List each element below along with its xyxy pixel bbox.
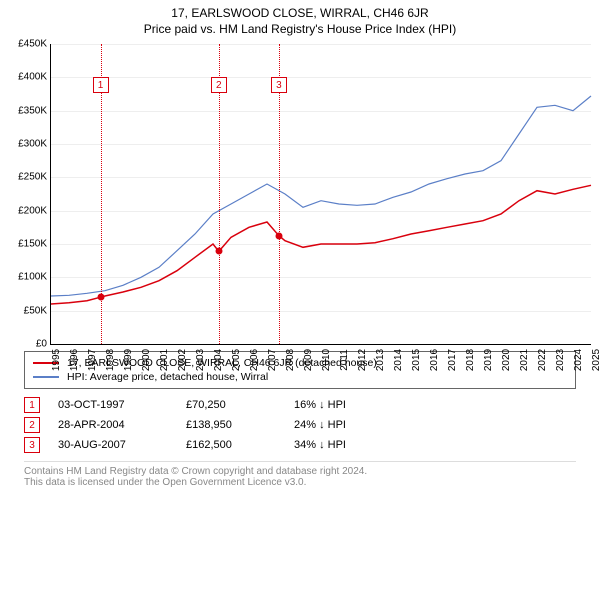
x-axis-label: 2003 xyxy=(195,349,206,371)
sale-date: 28-APR-2004 xyxy=(58,419,168,431)
event-marker-icon: 2 xyxy=(211,77,227,93)
x-axis-label: 2000 xyxy=(141,349,152,371)
x-axis-label: 2014 xyxy=(393,349,404,371)
y-axis-label: £0 xyxy=(36,339,51,350)
event-marker-icon: 1 xyxy=(93,77,109,93)
chart-subtitle: Price paid vs. HM Land Registry's House … xyxy=(0,22,600,36)
x-axis-label: 2006 xyxy=(249,349,260,371)
x-axis-label: 1997 xyxy=(87,349,98,371)
y-axis-label: £100K xyxy=(18,272,51,283)
footer-attribution: Contains HM Land Registry data © Crown c… xyxy=(24,461,576,488)
legend-label: HPI: Average price, detached house, Wirr… xyxy=(67,371,268,383)
x-axis-label: 2017 xyxy=(447,349,458,371)
x-axis-label: 2012 xyxy=(357,349,368,371)
x-axis-label: 2013 xyxy=(375,349,386,371)
x-axis-label: 2008 xyxy=(285,349,296,371)
x-axis-label: 2022 xyxy=(537,349,548,371)
y-axis-label: £300K xyxy=(18,139,51,150)
x-axis-label: 2025 xyxy=(591,349,600,371)
x-axis-label: 2007 xyxy=(267,349,278,371)
x-axis-label: 2010 xyxy=(321,349,332,371)
table-row: 3 30-AUG-2007 £162,500 34% ↓ HPI xyxy=(24,435,576,455)
y-axis-label: £200K xyxy=(18,205,51,216)
x-axis-label: 2023 xyxy=(555,349,566,371)
legend-swatch xyxy=(33,376,59,378)
sale-marker-icon: 2 xyxy=(24,417,40,433)
series-line xyxy=(51,96,591,296)
sale-price: £138,950 xyxy=(186,419,276,431)
sale-price: £162,500 xyxy=(186,439,276,451)
x-axis-label: 2015 xyxy=(411,349,422,371)
x-axis-label: 1999 xyxy=(123,349,134,371)
x-axis-label: 2020 xyxy=(501,349,512,371)
sale-price: £70,250 xyxy=(186,399,276,411)
sale-date: 03-OCT-1997 xyxy=(58,399,168,411)
x-axis-label: 1998 xyxy=(105,349,116,371)
chart-container: £0£50K£100K£150K£200K£250K£300K£350K£400… xyxy=(8,44,592,345)
sale-delta: 16% ↓ HPI xyxy=(294,399,404,411)
x-axis-label: 2009 xyxy=(303,349,314,371)
series-line xyxy=(51,185,591,304)
x-axis-label: 2002 xyxy=(177,349,188,371)
sales-table: 1 03-OCT-1997 £70,250 16% ↓ HPI 2 28-APR… xyxy=(24,395,576,455)
event-marker-icon: 3 xyxy=(271,77,287,93)
sale-marker-icon: 3 xyxy=(24,437,40,453)
sale-marker-icon: 1 xyxy=(24,397,40,413)
table-row: 2 28-APR-2004 £138,950 24% ↓ HPI xyxy=(24,415,576,435)
x-axis-label: 2018 xyxy=(465,349,476,371)
x-axis-label: 2021 xyxy=(519,349,530,371)
footer-line: This data is licensed under the Open Gov… xyxy=(24,477,576,488)
y-axis-label: £450K xyxy=(18,39,51,50)
x-axis-label: 1995 xyxy=(51,349,62,371)
sale-delta: 34% ↓ HPI xyxy=(294,439,404,451)
sale-date: 30-AUG-2007 xyxy=(58,439,168,451)
address-title: 17, EARLSWOOD CLOSE, WIRRAL, CH46 6JR xyxy=(0,6,600,20)
x-axis-label: 2005 xyxy=(231,349,242,371)
y-axis-label: £400K xyxy=(18,72,51,83)
table-row: 1 03-OCT-1997 £70,250 16% ↓ HPI xyxy=(24,395,576,415)
sale-delta: 24% ↓ HPI xyxy=(294,419,404,431)
x-axis-label: 2024 xyxy=(573,349,584,371)
x-axis-label: 2004 xyxy=(213,349,224,371)
footer-line: Contains HM Land Registry data © Crown c… xyxy=(24,466,576,477)
x-axis-label: 1996 xyxy=(69,349,80,371)
x-axis-label: 2016 xyxy=(429,349,440,371)
line-chart: £0£50K£100K£150K£200K£250K£300K£350K£400… xyxy=(50,44,591,345)
y-axis-label: £250K xyxy=(18,172,51,183)
x-axis-label: 2019 xyxy=(483,349,494,371)
y-axis-label: £150K xyxy=(18,239,51,250)
y-axis-label: £50K xyxy=(24,305,51,316)
x-axis-label: 2001 xyxy=(159,349,170,371)
y-axis-label: £350K xyxy=(18,105,51,116)
x-axis-label: 2011 xyxy=(339,349,350,371)
legend-item: HPI: Average price, detached house, Wirr… xyxy=(33,370,567,384)
